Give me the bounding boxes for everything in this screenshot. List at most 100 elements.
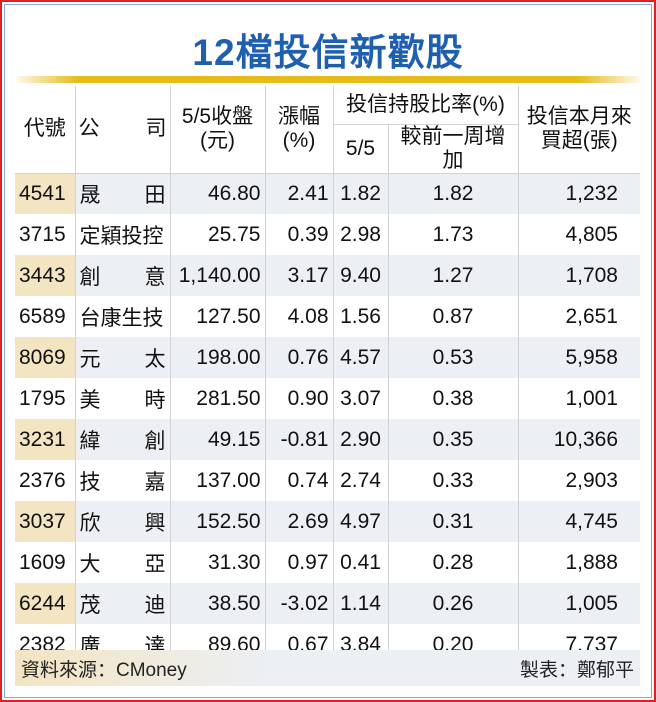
company-name-b: 迪 (144, 593, 166, 617)
cell-holding: 3.07 (332, 378, 388, 420)
cell-increase: 0.26 (387, 583, 518, 625)
cell-code: 1609 (19, 550, 66, 574)
cell-holding: 2.74 (332, 460, 388, 502)
cell-holding: 1.14 (332, 583, 388, 625)
cell-change: -0.81 (264, 419, 333, 461)
cell-change: 2.69 (264, 501, 333, 543)
source-note: 資料來源：CMoney (21, 659, 187, 681)
table-row: 6244 茂迪 38.50 -3.02 1.14 0.26 1,005 (15, 583, 640, 625)
cell-holding: 2.98 (332, 214, 388, 256)
table-row: 3231 緯創 49.15 -0.81 2.90 0.35 10,366 (15, 419, 640, 461)
company-name-b: 興 (144, 511, 166, 535)
cell-code: 8069 (15, 337, 75, 379)
cell-code: 3443 (15, 255, 75, 297)
company-name-a: 美 (79, 388, 101, 412)
cell-increase: 1.27 (387, 255, 518, 297)
cell-increase: 1.73 (387, 214, 518, 256)
cell-increase: 0.53 (387, 337, 518, 379)
cell-holding: 1.56 (332, 296, 388, 338)
header-company-b: 司 (145, 117, 167, 141)
cell-code: 4541 (15, 173, 75, 215)
cell-code: 2376 (19, 468, 66, 492)
table-row: 3443 創意 1,140.00 3.17 9.40 1.27 1,708 (15, 255, 640, 297)
cell-increase: 0.33 (387, 460, 518, 502)
cell-change: 4.08 (264, 296, 333, 338)
cell-change: 2.41 (264, 173, 333, 215)
cell-increase: 0.28 (387, 542, 518, 584)
cell-increase: 0.31 (387, 501, 518, 543)
company-name-a: 大 (79, 552, 101, 576)
company-name-b: 創 (144, 429, 166, 453)
cell-company: 台康生技 (74, 296, 170, 338)
cell-company: 元太 (74, 337, 170, 379)
cell-buy: 1,888 (517, 542, 640, 584)
cell-buy: 1,005 (517, 583, 640, 625)
maker-note: 製表：鄭郁平 (519, 659, 634, 681)
cell-buy: 10,366 (517, 419, 640, 461)
company-name-b: 嘉 (144, 470, 166, 494)
cell-buy: 1,001 (517, 378, 640, 420)
cell-price: 127.50 (169, 296, 265, 338)
company-name-a: 定穎投控 (79, 224, 164, 248)
cell-company: 緯創 (74, 419, 170, 461)
cell-company: 定穎投控 (74, 214, 170, 256)
cell-price: 137.00 (169, 460, 265, 502)
header-holding-date: 5/5 (332, 123, 388, 174)
cell-price: 152.50 (169, 501, 265, 543)
cell-company: 技嘉 (74, 460, 170, 502)
cell-code: 3231 (15, 419, 75, 461)
table-row: 1795 美時 281.50 0.90 3.07 0.38 1,001 (15, 378, 640, 420)
company-name-b: 田 (144, 184, 166, 208)
cell-buy: 2,903 (517, 460, 640, 502)
cell-change: 0.90 (264, 378, 333, 420)
cell-company: 創意 (74, 255, 170, 297)
footer: 資料來源：CMoney 製表：鄭郁平 (15, 650, 640, 686)
cell-buy: 1,232 (517, 173, 640, 215)
cell-code: 6244 (15, 583, 75, 625)
cell-holding: 4.57 (332, 337, 388, 379)
company-name-a: 欣 (79, 511, 101, 535)
company-name-a: 茂 (79, 593, 101, 617)
cell-change: 3.17 (264, 255, 333, 297)
company-name-b: 太 (144, 347, 166, 371)
company-name-b: 時 (144, 388, 166, 412)
cell-increase: 1.82 (387, 173, 518, 215)
table-row: 2382 廣達 89.60 0.67 3.84 0.20 7,737 (15, 624, 640, 666)
cell-company: 茂迪 (74, 583, 170, 625)
header-price: 5/5收盤(元) (169, 86, 265, 174)
cell-company: 美時 (74, 378, 170, 420)
table-row: 3037 欣興 152.50 2.69 4.97 0.31 4,745 (15, 501, 640, 543)
cell-price: 31.30 (169, 542, 265, 584)
cell-company: 晟田 (74, 173, 170, 215)
cell-code: 6589 (19, 304, 66, 328)
cell-holding: 9.40 (332, 255, 388, 297)
company-name-a: 台康生技 (79, 306, 164, 330)
cell-price: 281.50 (169, 378, 265, 420)
header-change: 漲幅(%) (264, 86, 333, 174)
company-name-a: 技 (79, 470, 101, 494)
cell-holding: 0.41 (332, 542, 388, 584)
cell-holding: 1.82 (332, 173, 388, 215)
cell-code: 3037 (15, 501, 75, 543)
cell-buy: 4,805 (517, 214, 640, 256)
cell-code: 3715 (19, 222, 66, 246)
table-row: 2376 技嘉 137.00 0.74 2.74 0.33 2,903 (15, 460, 640, 502)
header-company-a: 公 (78, 117, 100, 141)
cell-buy: 1,708 (517, 255, 640, 297)
cell-change: -3.02 (264, 583, 333, 625)
title-divider (16, 76, 640, 83)
stock-table: 代號 公司 5/5收盤(元) 漲幅(%) 投信持股比率(%) 投信本月來買超(張… (15, 86, 640, 666)
header-code: 代號 (23, 117, 66, 141)
cell-change: 0.74 (264, 460, 333, 502)
cell-holding: 2.90 (332, 419, 388, 461)
company-name-a: 晟 (79, 184, 101, 208)
table-row: 8069 元太 198.00 0.76 4.57 0.53 5,958 (15, 337, 640, 379)
cell-price: 1,140.00 (169, 255, 265, 297)
cell-holding: 4.97 (332, 501, 388, 543)
header-holding-group: 投信持股比率(%) (332, 86, 518, 124)
company-name-a: 創 (79, 265, 101, 289)
cell-increase: 0.87 (387, 296, 518, 338)
cell-price: 25.75 (169, 214, 265, 256)
cell-increase: 0.38 (387, 378, 518, 420)
